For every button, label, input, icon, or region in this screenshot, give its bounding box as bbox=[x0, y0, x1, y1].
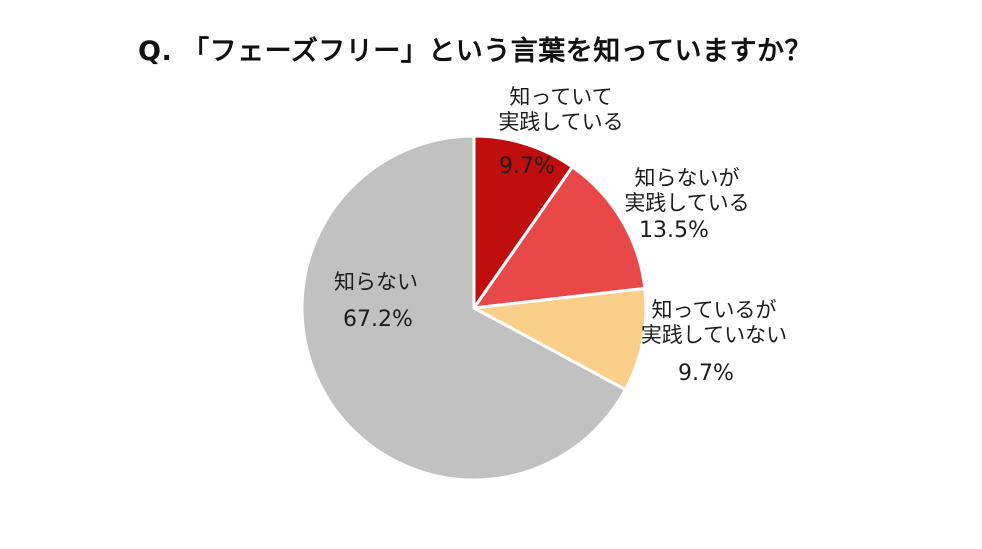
label-line: 実践している bbox=[498, 110, 624, 134]
value-notknow: 67.2% bbox=[343, 307, 413, 332]
chart-title: Q. 「フェーズフリー」という言葉を知っていますか？ bbox=[138, 36, 812, 67]
label-know-but-not-practice: 知っているが 実践していない bbox=[641, 298, 787, 348]
label-line: 知っているが bbox=[651, 298, 777, 322]
pie-slice-4 bbox=[300, 134, 627, 482]
value-know-but-not-practice: 9.7% bbox=[678, 361, 734, 386]
pie-slice-3 bbox=[472, 286, 648, 392]
label-line: 実践している bbox=[624, 191, 750, 215]
label-line: 知らない bbox=[334, 270, 418, 294]
label-line: 知っていて bbox=[509, 85, 613, 109]
label-know-and-practice: 知っていて 実践している bbox=[498, 85, 623, 135]
pie-slice-1 bbox=[472, 134, 574, 310]
label-line: 実践していない bbox=[640, 323, 788, 347]
label-line: 知らないが bbox=[634, 166, 740, 190]
label-notknow: 知らない bbox=[334, 270, 418, 295]
value-know-and-practice: 9.7% bbox=[499, 154, 555, 179]
value-notknow-but-practice: 13.5% bbox=[639, 218, 709, 243]
label-notknow-but-practice: 知らないが 実践している bbox=[624, 166, 749, 216]
pie-slice-2 bbox=[472, 165, 647, 310]
